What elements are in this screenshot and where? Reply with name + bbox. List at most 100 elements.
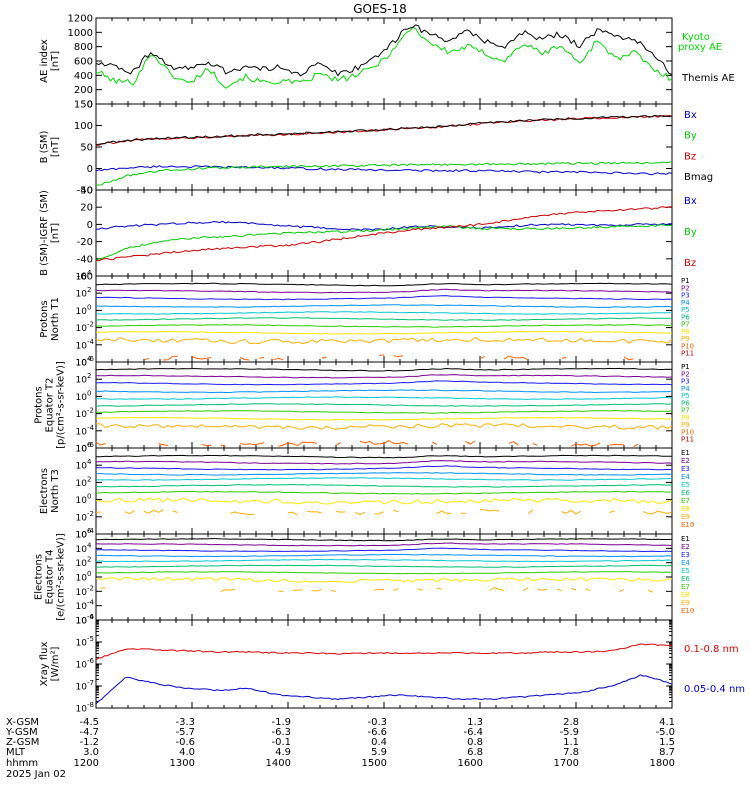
panel-frame [96,18,672,104]
channel-p4-line [96,305,672,308]
y-tick-label: 10 [76,705,88,715]
y-tick-exponent: 0 [87,303,91,311]
y-tick-exponent: -5 [87,635,94,643]
y-axis-label: North T1 [50,297,61,341]
channel-p8-line [96,417,672,420]
channel-p5-line [96,397,672,400]
y-tick-label: 0 [87,164,93,175]
channel-p10-line [610,444,624,445]
legend-bx: Bx [684,110,697,121]
channel-e9-line [562,510,581,514]
channel-e9-line [307,511,321,513]
y-tick-label: 10 [76,307,88,317]
channel-label-e5: E5 [681,481,690,489]
y-tick-label: 10 [76,574,88,584]
y-axis-label: B (SM)-IGRF (SM) [39,190,50,276]
y-tick-label: 1200 [68,14,93,25]
channel-e9-line [571,588,576,590]
channel-p10-line [634,444,639,446]
y-tick-label: 10 [76,427,88,437]
channel-label-e10: E10 [681,521,694,529]
channel-p10-line [322,357,327,358]
y-tick-exponent: 4 [87,269,92,277]
channel-e9-line [394,589,399,591]
y-tick-exponent: -4 [87,599,95,607]
y-tick-label: 10 [76,683,88,693]
channel-e9-line [437,588,442,589]
channel-p1-line [96,283,672,286]
y-tick-exponent: -7 [87,679,94,687]
footer-time-value: 1700 [554,758,579,769]
channel-e3-line [96,548,672,551]
y-tick-exponent: -4 [87,613,95,621]
y-tick-exponent: 6 [87,527,92,535]
legend-themis: Themis AE [681,73,735,84]
channel-p10-line [240,443,264,445]
y-axis-label: Electrons [39,468,50,514]
channel-label-e9: E9 [681,599,690,607]
channel-p10-line [509,442,519,446]
y-tick-label: 800 [74,42,93,53]
channel-e2-line [96,461,672,464]
series-bx [96,221,672,230]
y-tick-label: 20 [80,203,93,214]
y-tick-label: 10 [76,393,88,403]
y-tick-label: -40 [77,254,93,265]
channel-p9-line [96,424,672,430]
footer-time-value: 1500 [362,758,387,769]
channel-e9-line [230,512,254,515]
channel-e9-line [355,512,365,514]
y-tick-exponent: -2 [87,321,94,329]
channel-label-p11: P11 [681,350,694,358]
panel-ae: AE index[nT]020040060080010001200Kyotopr… [39,14,735,111]
channel-label-e6: E6 [681,489,690,497]
channel-p2-line [96,375,672,378]
y-axis-label: [nT] [50,137,61,157]
channel-e9-line [374,590,384,591]
series-bz [96,207,672,261]
panel-xray: Xray flux[W/m²]10-810-710-610-510-40.1-0… [39,613,745,715]
y-tick-label: 150 [74,100,93,111]
channel-e1-line [96,455,672,458]
channel-p10-line [562,357,567,358]
y-tick-label: 10 [76,661,88,671]
footer-mlt-value: 3.0 [83,747,99,758]
panel-frame [96,448,672,534]
y-tick-label: 10 [76,462,88,472]
channel-label-e3: E3 [681,551,690,559]
channel-p10-line [202,444,212,446]
legend-kyoto-line2: proxy AE [678,42,722,53]
channel-p3-line [96,381,672,385]
channel-e9-line [557,589,562,590]
y-tick-label: 50 [80,143,93,154]
y-axis-label: Equator T2 [45,378,56,433]
footer-date: 2025 Jan 02 [6,769,66,780]
channel-p10-line [394,356,404,357]
channel-e9-line [523,588,528,591]
channel-label-e1: E1 [681,535,690,543]
channel-label-e3: E3 [681,465,690,473]
channel-p10-line [504,356,528,360]
y-tick-exponent: 2 [87,556,91,564]
channel-p6-line [96,318,672,321]
channel-p10-line [624,357,634,360]
y-tick-label: 100 [74,121,93,132]
channel-e9-line [648,590,653,592]
y-axis-label: North T3 [50,469,61,513]
channel-p7-line [96,325,672,328]
footer-row-label: MLT [6,747,26,758]
channel-p10-line [480,356,485,358]
channel-p3-line [96,296,672,300]
channel-p10-line [533,443,538,445]
y-tick-exponent: 4 [87,458,92,466]
y-axis-label: Xray flux [39,642,50,687]
y-tick-exponent: 2 [87,372,91,380]
channel-p10-line [163,356,177,360]
series-0-1-0-8-nm [96,644,672,660]
legend-xray-1: 0.05-0.4 nm [684,684,745,695]
channel-e9-line [336,512,346,513]
channel-e5-line [96,478,672,481]
y-axis-label: [p/(cm²-s-sr-keV)] [56,361,67,449]
